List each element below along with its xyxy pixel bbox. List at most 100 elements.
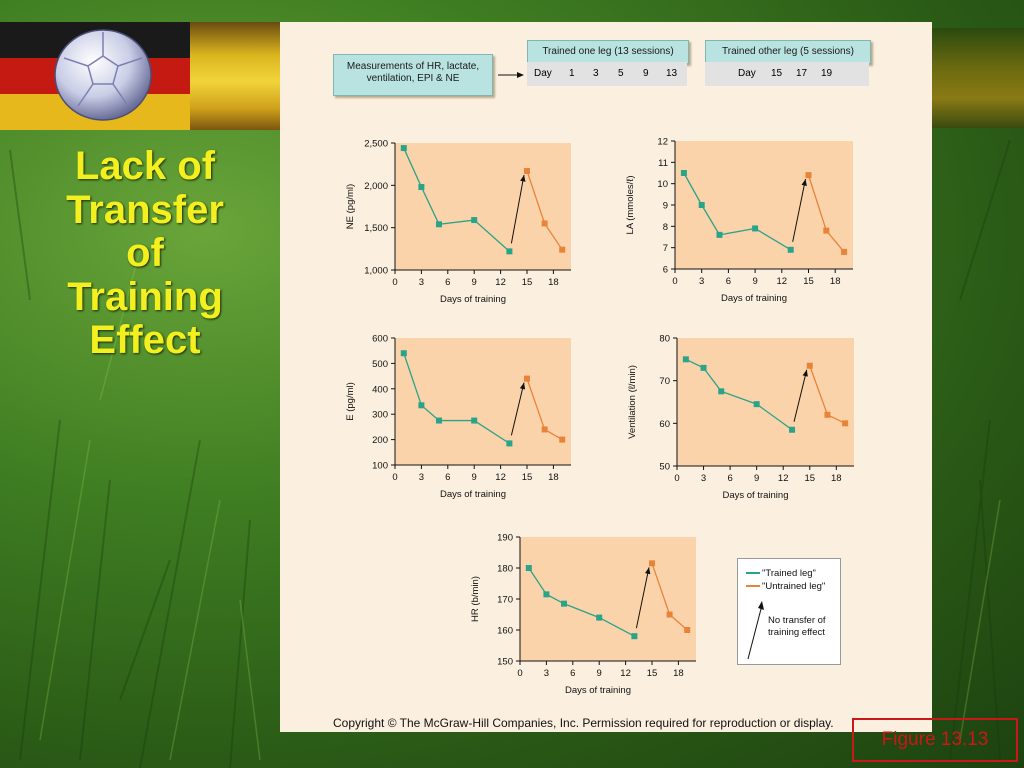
trained-leg-point [543, 591, 550, 598]
x-axis-label: Days of training [440, 294, 506, 305]
transfer-arrow [793, 369, 808, 422]
plot-area [677, 338, 854, 466]
title-line: Effect [89, 318, 201, 362]
y-tick-label: 9 [663, 201, 668, 212]
day-value: 5 [618, 68, 624, 79]
x-tick-label: 12 [778, 473, 789, 484]
y-tick-label: 12 [657, 137, 668, 148]
x-tick-label: 0 [672, 276, 677, 287]
x-tick-label: 12 [620, 668, 631, 679]
trained-other-days: Day 15 17 19 [705, 62, 869, 86]
day-value: 19 [821, 68, 833, 79]
y-tick-label: 11 [658, 158, 668, 169]
x-tick-label: 18 [673, 668, 684, 679]
x-axis-label: Days of training [440, 489, 506, 500]
x-tick-label: 0 [517, 668, 522, 679]
x-tick-label: 9 [752, 276, 757, 287]
trained-swatch [746, 572, 760, 575]
x-tick-label: 0 [392, 472, 397, 483]
transfer-arrowhead [802, 369, 808, 377]
y-tick-label: 80 [659, 334, 670, 345]
trained-leg-point [682, 356, 689, 363]
day-value: 9 [643, 68, 649, 79]
untrained-leg-point [524, 375, 530, 382]
y-tick-label: 400 [372, 384, 388, 395]
legend-item-untrained: "Untrained leg" [746, 581, 825, 592]
x-tick-label: 3 [544, 668, 549, 679]
legend-untrained-label: "Untrained leg" [762, 581, 826, 592]
x-tick-label: 12 [777, 276, 788, 287]
x-tick-label: 9 [597, 668, 602, 679]
y-tick-label: 170 [497, 595, 513, 606]
trained-leg-point [700, 364, 707, 371]
y-tick-label: 2,500 [364, 139, 388, 150]
y-tick-label: 150 [497, 657, 513, 668]
title-line: of [126, 231, 164, 275]
x-tick-label: 3 [699, 276, 704, 287]
trained-leg-point [418, 402, 425, 409]
untrained-leg-point [806, 362, 813, 369]
day-value: 1 [569, 68, 575, 79]
untrained-leg-point [823, 227, 830, 234]
transfer-arrowhead [645, 567, 651, 575]
chart-1: 1,000 1,500 2,000 2,500 0 3 6 9 12 15 18 Days of tr… [345, 139, 571, 305]
x-tick-label: 0 [674, 473, 679, 484]
y-tick-label: 600 [372, 334, 388, 345]
chart-3: 100 200 300 400 500 600 0 3 6 9 12 15 18 Days of trai… [345, 334, 571, 500]
transfer-arrow [635, 567, 650, 629]
y-tick-label: 190 [497, 533, 513, 544]
trained-other-leg-title: Trained other leg (5 sessions) [722, 46, 854, 57]
right-banner [930, 28, 1024, 128]
x-tick-label: 3 [419, 472, 424, 483]
x-tick-label: 6 [445, 472, 450, 483]
y-tick-label: 8 [663, 222, 668, 233]
x-tick-label: 9 [472, 472, 477, 483]
title-line: Lack of [74, 144, 216, 188]
x-tick-label: 18 [830, 276, 841, 287]
chart-4: 50 60 70 80 0 3 6 9 12 15 18 Days of training Ventil… [627, 334, 854, 501]
figure-label: Figure 13.13 [852, 718, 1018, 762]
untrained-leg-point [649, 560, 655, 567]
untrained-leg-point [541, 220, 548, 227]
trained-one-days: Day 1 3 5 9 13 [527, 62, 687, 86]
y-axis-label: Ventilation (ℓ/min) [627, 365, 638, 439]
day-label: Day [534, 68, 552, 79]
arrow-icon [747, 601, 764, 660]
x-tick-label: 6 [727, 473, 732, 484]
transfer-arrowhead [801, 179, 807, 186]
untrained-leg-point [824, 411, 831, 418]
copyright-text: Copyright © The McGraw-Hill Companies, I… [333, 716, 834, 730]
trained-leg-point [718, 388, 725, 395]
title-line: Training [67, 274, 223, 319]
y-tick-label: 500 [372, 359, 388, 370]
untrained-leg-point [841, 248, 848, 255]
transfer-arrow [792, 179, 806, 242]
x-axis-label: Days of training [721, 293, 787, 304]
trained-leg-point [400, 145, 407, 152]
trained-leg-point [789, 426, 796, 433]
header-arrowhead [517, 72, 524, 78]
x-tick-label: 18 [548, 277, 559, 288]
trained-leg-point [631, 633, 638, 640]
trained-leg-point [525, 565, 532, 571]
untrained-leg-point [805, 172, 812, 179]
x-tick-label: 6 [445, 277, 450, 288]
trained-leg-point [436, 221, 442, 228]
plot-area [395, 143, 571, 270]
trained-other-leg-box: Trained other leg (5 sessions) [705, 40, 871, 64]
x-tick-label: 15 [647, 668, 658, 679]
trained-leg-point [506, 248, 513, 255]
untrained-leg-point [559, 246, 566, 253]
trained-leg-point [698, 202, 705, 208]
figure-label-text: Figure 13.13 [881, 729, 989, 750]
plot-area [395, 338, 571, 465]
chart-5: 150 160 170 180 190 0 3 6 9 12 15 18 Days of trainin… [470, 533, 696, 696]
plot-area [520, 537, 696, 661]
untrained-swatch [746, 585, 760, 588]
legend-trained-label: "Trained leg" [762, 568, 816, 579]
y-tick-label: 160 [497, 626, 513, 637]
day-value: 17 [796, 68, 808, 79]
y-tick-label: 6 [663, 265, 668, 276]
y-tick-label: 2,000 [364, 181, 388, 192]
